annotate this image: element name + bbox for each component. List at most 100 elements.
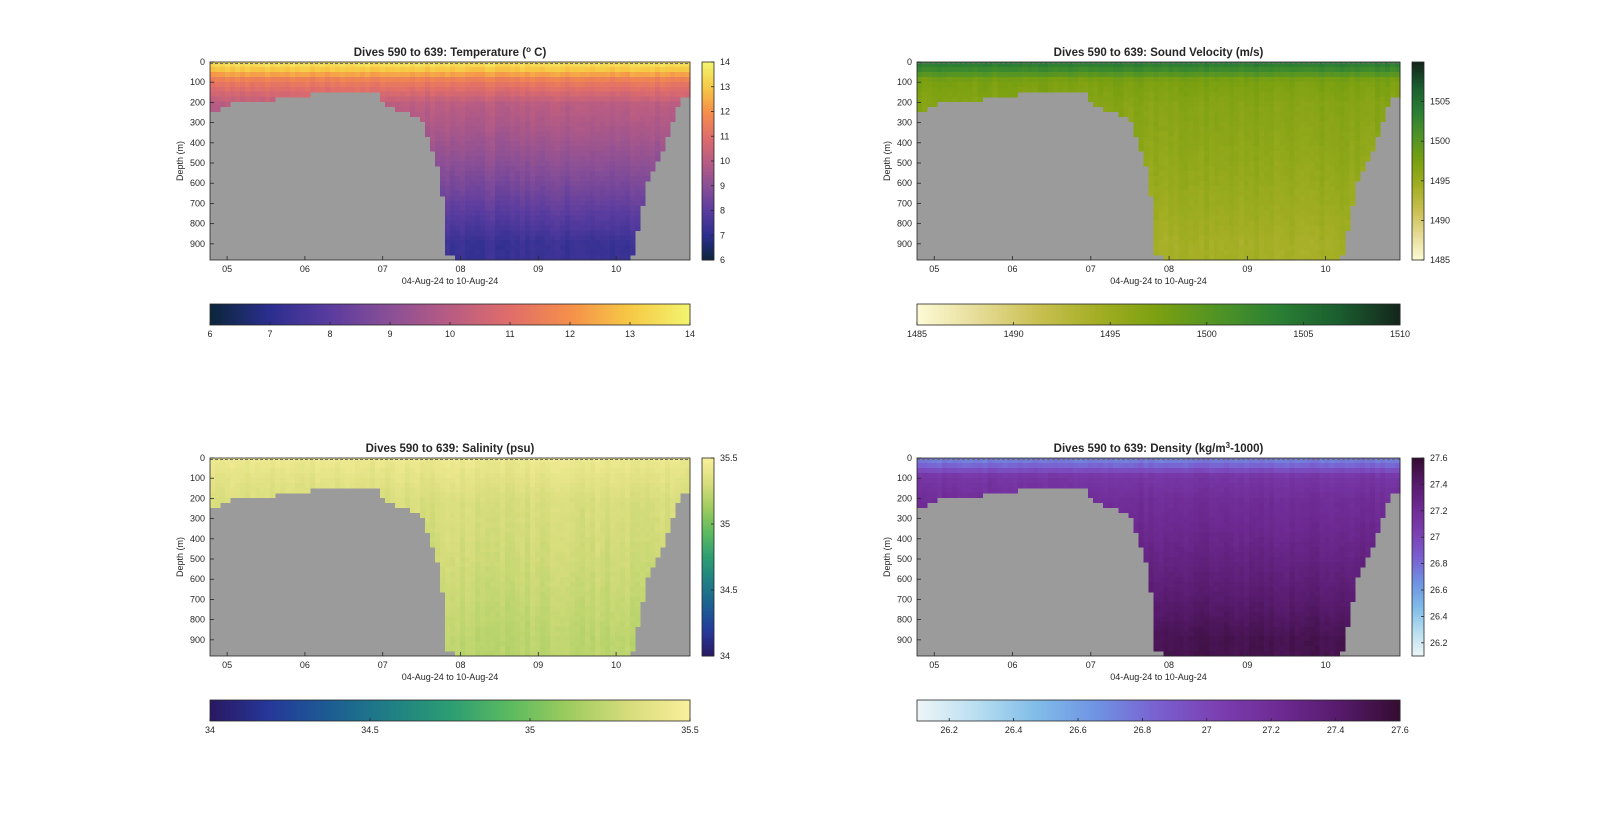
y-tick-label: 600 [190,178,205,188]
heatmap-cell [220,472,226,479]
heatmap-cell [685,76,691,83]
heatmap-cell [1037,76,1044,83]
heatmap-cell [390,96,396,103]
heatmap-cell [300,81,306,88]
heatmap-cell [957,76,963,83]
heatmap-cell [1163,131,1170,137]
colorbar-step [570,304,574,325]
heatmap-cell [650,146,656,152]
heatmap-cell [1178,205,1185,212]
heatmap-cell [1339,81,1346,88]
heatmap-cell [495,126,501,132]
colorbar-step [1342,304,1347,325]
heatmap-cell [1269,210,1275,217]
heatmap-cell [1203,250,1210,256]
heatmap-cell [1183,240,1190,246]
heatmap-cell [530,250,536,256]
heatmap-cell [545,86,551,93]
heatmap-cell [460,215,466,221]
heatmap-cell [1349,106,1356,113]
heatmap-cell [470,106,476,113]
heatmap-cell [1213,175,1220,182]
heatmap-cell [1369,76,1376,83]
heatmap-cell [465,81,471,88]
heatmap-cell [230,66,236,73]
heatmap-cell [1254,170,1260,177]
colorbar-step [1110,304,1114,325]
heatmap-cell [535,121,541,127]
heatmap-cell [927,86,933,93]
heatmap-cell [495,91,501,98]
heatmap-cell [1259,255,1265,261]
colorbar-step [702,119,714,122]
heatmap-cell [520,230,526,236]
heatmap-cell [1274,175,1280,182]
heatmap-cell [1249,146,1255,152]
heatmap-cell [1198,111,1205,118]
heatmap-cell [600,126,606,132]
heatmap-cell [595,215,601,221]
colorbar-step [567,304,571,325]
heatmap-cell [520,210,526,217]
heatmap-cell [530,126,536,132]
heatmap-cell [450,235,456,241]
heatmap-cell [1389,66,1396,73]
heatmap-cell [1319,195,1326,202]
heatmap-cell [1168,101,1175,108]
heatmap-cell [1294,161,1300,167]
heatmap-cell [1178,91,1185,98]
heatmap-cell [255,467,261,474]
heatmap-cell [1274,81,1280,88]
colorbar-step [1412,242,1424,246]
heatmap-cell [1148,156,1155,162]
heatmap-cell [600,81,606,88]
heatmap-cell [1158,215,1165,221]
colorbar-frame [916,303,1401,326]
heatmap-cell [1198,170,1205,177]
heatmap-cell [615,71,621,78]
heatmap-cell [1369,131,1376,137]
heatmap-cell [525,235,531,241]
heatmap-cell [475,116,481,122]
vertical-colorbar [702,62,714,261]
colorbar-step [1384,304,1389,325]
colorbar-step [312,304,316,325]
colorbar-step [1285,304,1289,325]
heatmap-cell [1163,205,1170,212]
heatmap-cell [605,210,611,217]
heatmap-cell [1374,86,1381,93]
heatmap-cell [962,91,968,98]
heatmap-cell [430,126,436,132]
heatmap-cell [655,66,661,73]
heatmap-cell [485,156,491,162]
heatmap-cell [1143,131,1150,137]
heatmap-cell [1299,195,1306,202]
heatmap-cell [962,96,968,103]
heatmap-cell [1264,76,1270,83]
heatmap-cell [565,180,571,187]
heatmap-cell [1173,96,1180,103]
colorbar-step [1067,304,1072,325]
heatmap-cell [550,91,556,98]
heatmap-cell [630,76,636,83]
heatmap-cell [1213,136,1220,142]
colorbar-step [1200,304,1205,325]
heatmap-cell [545,141,551,147]
heatmap-cell [405,66,411,73]
heatmap-cell [1334,101,1341,108]
heatmap-cell [640,116,646,122]
heatmap-cell [1213,111,1220,118]
heatmap-cell [1173,175,1180,182]
heatmap-cell [535,230,541,236]
heatmap-cell [665,76,671,83]
heatmap-cell [1319,126,1326,132]
heatmap-cell [1188,101,1195,108]
heatmap-cell [1148,71,1155,78]
colorbar-step [1412,231,1424,235]
colorbar-step [411,304,415,325]
heatmap-cell [1319,215,1326,221]
heatmap-cell [1188,121,1195,127]
heatmap-cell [1203,121,1210,127]
heatmap-cell [1103,86,1109,93]
heatmap-cell [1193,185,1200,192]
